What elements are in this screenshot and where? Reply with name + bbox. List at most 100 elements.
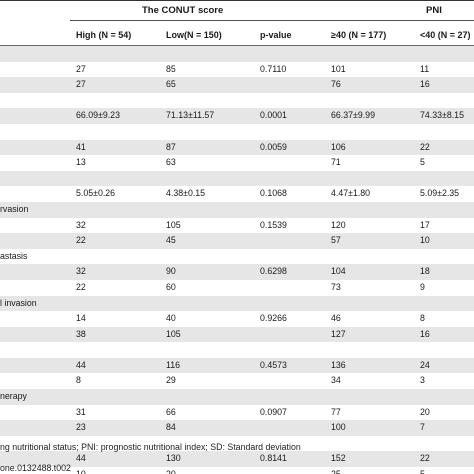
cell-lt40: 7 (420, 422, 425, 433)
cell-lt40: 11 (420, 63, 430, 74)
table-row: nerapy (0, 389, 474, 405)
cell-low: 63 (166, 157, 176, 168)
top-rule (0, 0, 474, 1)
cell-p: 0.0907 (260, 406, 287, 417)
cell-high: 22 (76, 235, 86, 246)
cell-high: 66.09±9.23 (76, 110, 120, 121)
table-row: 10 20 25 5 (0, 467, 474, 474)
cell-low: 105 (166, 328, 181, 339)
cell-ge40: 127 (331, 328, 346, 339)
table-row: 41 87 0.0059 106 22 (0, 139, 474, 156)
cell-ge40: 77 (331, 406, 341, 417)
table-row (0, 342, 474, 358)
cell-p: 0.1539 (260, 219, 287, 230)
table-row: 32 90 0.6298 104 18 (0, 264, 474, 280)
table-row: 66.09±9.23 71.13±11.57 0.0001 66.37±9.99 74.… (0, 108, 474, 124)
cell-ge40: 71 (331, 157, 341, 168)
cell-high: 27 (76, 63, 86, 74)
cell-high: 31 (76, 406, 86, 417)
col-header-ge40: ≥40 (N = 177) (331, 30, 387, 40)
table-row: 23 84 100 7 (0, 420, 474, 436)
group-header-conut: The CONUT score (142, 5, 224, 16)
cell-high: 27 (76, 79, 86, 90)
cell-low: 66 (166, 406, 176, 417)
table-row: 38 105 127 16 (0, 326, 474, 343)
cell-high: 44 (76, 359, 86, 370)
cell-p: 0.7110 (260, 63, 287, 74)
cell-label: astasis (0, 250, 28, 261)
cell-low: 84 (166, 422, 176, 433)
col-header-lt40: <40 (N = 27) (420, 30, 471, 40)
cell-low: 65 (166, 79, 176, 90)
cell-ge40: 100 (331, 422, 346, 433)
cell-low: 20 (166, 467, 176, 474)
group-rule-conut (70, 20, 332, 21)
table-row: 14 40 0.9266 46 8 (0, 311, 474, 327)
table-row: 27 85 0.7110 101 11 (0, 62, 474, 78)
cell-lt40: 5 (420, 157, 425, 168)
cell-low: 85 (166, 63, 176, 74)
cell-high: 5.05±0.26 (76, 188, 116, 199)
cell-low: 4.38±0.15 (166, 188, 206, 199)
cell-lt40: 24 (420, 359, 430, 370)
cell-ge40: 46 (331, 313, 341, 324)
cell-p: 0.8141 (260, 453, 287, 464)
cell-ge40: 101 (331, 63, 346, 74)
cell-p: 0.9266 (260, 313, 287, 324)
cell-p: 0.0001 (260, 110, 287, 121)
cell-ge40: 57 (331, 235, 341, 246)
col-header-low: Low(N = 150) (166, 30, 222, 40)
group-header-pni: PNI (426, 5, 442, 16)
cell-lt40: 22 (420, 453, 430, 464)
table-row: 32 105 0.1539 120 17 (0, 218, 474, 234)
cell-lt40: 16 (420, 79, 430, 90)
cell-label: rvasion (0, 203, 29, 214)
table-row: 13 63 71 5 (0, 155, 474, 171)
cell-lt40: 18 (420, 266, 430, 277)
cell-high: 41 (76, 141, 86, 152)
table-row: 31 66 0.0907 77 20 (0, 405, 474, 421)
cell-high: 44 (76, 453, 86, 464)
cell-lt40: 17 (420, 219, 430, 230)
cell-ge40: 104 (331, 266, 346, 277)
cell-ge40: 76 (331, 79, 341, 90)
table-row: 22 60 73 9 (0, 280, 474, 296)
cell-p: 0.6298 (260, 266, 287, 277)
cell-lt40: 3 (420, 375, 425, 386)
cell-high: 32 (76, 266, 86, 277)
doi-label: one.0132488.t002 (0, 463, 71, 473)
cell-high: 22 (76, 281, 86, 292)
cell-label: nerapy (0, 391, 27, 402)
table-row (0, 124, 474, 140)
cell-high: 38 (76, 328, 86, 339)
table-row: astasis (0, 249, 474, 265)
cell-ge40: 34 (331, 375, 341, 386)
cell-high: 32 (76, 219, 86, 230)
cell-ge40: 73 (331, 281, 341, 292)
cell-lt40: 16 (420, 328, 430, 339)
cell-ge40: 152 (331, 453, 346, 464)
header-rule (0, 45, 474, 46)
group-rule-pni (327, 20, 474, 21)
cell-low: 29 (166, 375, 176, 386)
cell-high: 8 (76, 375, 81, 386)
cell-low: 60 (166, 281, 176, 292)
table-row: 27 65 76 16 (0, 77, 474, 93)
table-row: 44 130 0.8141 152 22 (0, 451, 474, 468)
cell-label: l invasion (0, 297, 37, 308)
col-header-pvalue: p-value (260, 30, 292, 40)
cell-low: 40 (166, 313, 176, 324)
cell-lt40: 22 (420, 141, 430, 152)
cell-lt40: 74.33±8.15 (420, 110, 464, 121)
cell-high: 14 (76, 313, 86, 324)
cell-high: 13 (76, 157, 86, 168)
table-row (0, 170, 474, 187)
cell-ge40: 136 (331, 359, 346, 370)
cell-ge40: 4.47±1.80 (331, 188, 371, 199)
cell-lt40: 9 (420, 281, 425, 292)
cell-p: 0.0059 (260, 141, 287, 152)
footnote: ng nutritional status; PNI: prognostic n… (0, 442, 301, 452)
cell-lt40: 5.09±2.35 (420, 188, 460, 199)
col-header-high: High (N = 54) (76, 30, 132, 40)
